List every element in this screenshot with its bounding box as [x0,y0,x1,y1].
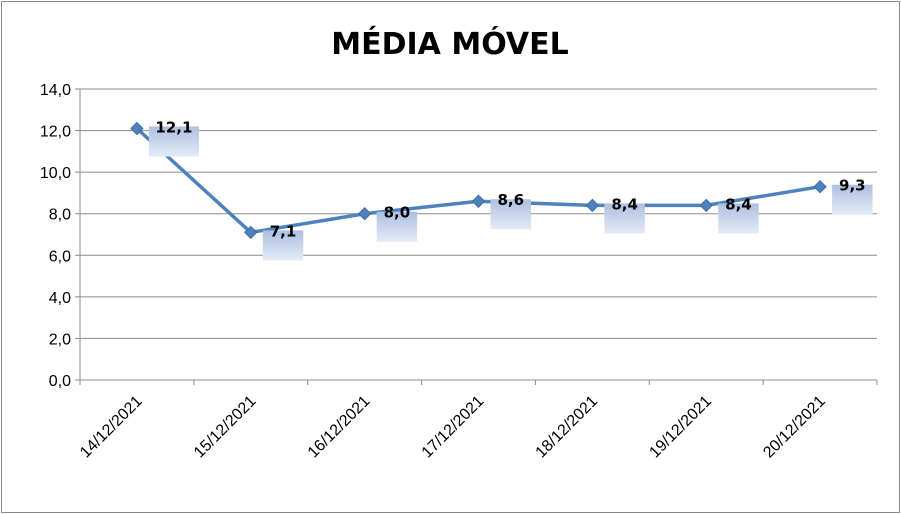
data-point-marker [813,179,827,194]
x-tick-label: 18/12/2021 [533,393,602,462]
data-point-marker [471,194,486,208]
y-tick-label: 6,0 [49,248,71,265]
series [135,127,821,235]
axes [75,88,878,385]
markers [130,121,827,240]
data-label-box [376,211,418,242]
y-axis-tick-labels: 0,0 2,0 4,0 6,0 8,0 10,0 12,0 14,0 [40,82,71,390]
y-tick-label: 12,0 [40,124,71,141]
data-label-box [832,184,873,215]
x-tick-label: 19/12/2021 [646,393,715,462]
x-tick-label: 20/12/2021 [760,393,829,462]
data-label: 9,3 [839,177,866,195]
x-axis-tick-labels: 14/12/2021 15/12/2021 16/12/2021 17/12/2021… [77,393,829,462]
data-point-marker [244,225,258,240]
x-tick-label: 14/12/2021 [77,393,146,462]
y-tick-label: 2,0 [49,331,71,348]
data-label: 7,1 [270,222,297,240]
data-point-marker [699,198,713,213]
y-tick-label: 0,0 [49,373,71,390]
data-label-box [718,203,759,234]
data-label-box [604,203,645,234]
x-tick-label: 15/12/2021 [191,393,260,462]
data-label: 12,1 [155,118,192,136]
data-label-box [148,126,199,157]
data-labels: 12,1 7,1 8,0 8,6 8,4 8,4 9,3 [148,118,873,261]
data-point-marker [357,207,372,221]
x-tick-label: 17/12/2021 [419,393,488,462]
y-tick-label: 8,0 [49,207,71,224]
data-label: 8,6 [497,191,524,209]
data-point-marker [585,198,600,213]
chart-title: MÉDIA MÓVEL [331,25,568,62]
data-label: 8,4 [725,195,752,213]
data-label: 8,0 [384,204,411,222]
y-tick-label: 14,0 [40,82,71,99]
data-label-box [262,230,304,261]
data-label: 8,4 [611,195,638,213]
y-tick-label: 4,0 [49,290,71,307]
y-tick-label: 10,0 [40,165,71,182]
data-point-marker [130,121,144,136]
x-tick-label: 16/12/2021 [305,393,374,462]
data-label-box [490,199,531,230]
gridlines [80,88,877,339]
series-line [135,127,821,235]
